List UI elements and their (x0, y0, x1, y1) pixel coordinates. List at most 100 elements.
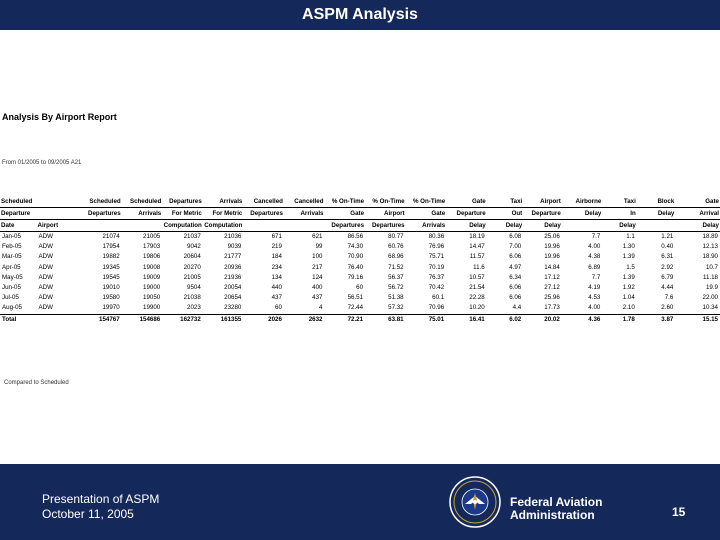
table-cell: 6.79 (661, 273, 674, 281)
table-cell: 16.41 (446, 313, 487, 325)
table-cell (36, 313, 82, 325)
table-cell: Aug-05 (2, 304, 22, 312)
table-cell: 21074 (102, 233, 120, 240)
table-cell: 1.78 (602, 313, 637, 325)
table-cell: 56.72 (388, 284, 404, 292)
table-cell: 19010 (102, 284, 120, 292)
table-cell: 1.30 (622, 243, 635, 251)
table-cell: 60.1 (432, 294, 445, 302)
table-cell: 23280 (224, 304, 242, 312)
total-row: Total 154767 154686 162732 161355 2026 2632 72.… (0, 313, 720, 325)
table-cell: 60.76 (388, 243, 404, 251)
table-cell: May-05 (2, 273, 23, 281)
table-cell: 18.19 (469, 233, 485, 240)
table-cell: 4.53 (588, 294, 601, 302)
table-cell: 11.18 (702, 273, 718, 281)
table-cell: 100 (312, 253, 323, 261)
column-header: Delay (657, 210, 675, 217)
table-cell: 19050 (143, 294, 161, 302)
column-header: Gate (471, 198, 486, 205)
table-cell: 60 (356, 284, 364, 292)
table-cell: 70.96 (428, 304, 445, 312)
table-cell: 161355 (202, 313, 244, 325)
table-cell: 72.44 (347, 304, 364, 312)
table-cell: 19970 (102, 304, 120, 312)
column-header (122, 220, 163, 232)
page-number: 15 (672, 505, 686, 519)
table-cell: 2.10 (622, 304, 635, 312)
table-cell: 9504 (187, 284, 201, 292)
column-header (37, 196, 82, 208)
column-header (637, 220, 676, 232)
table-cell: 6.31 (661, 253, 674, 261)
report-date-range: From 01/2005 to 09/2005 A21 (2, 160, 82, 166)
column-header: Scheduled (129, 198, 162, 205)
table-cell: 4.00 (588, 304, 601, 312)
table-cell: 0.40 (661, 243, 674, 251)
table-cell: 11.6 (473, 263, 485, 271)
table-cell: 71.52 (388, 263, 404, 271)
column-header: Departure (531, 210, 561, 217)
slide-title: ASPM Analysis (302, 6, 418, 23)
table-cell: 21936 (224, 273, 242, 281)
table-cell: 80.36 (428, 233, 445, 240)
table-cell: 440 (271, 284, 282, 292)
table-cell: 437 (312, 294, 323, 302)
table-cell: 4.36 (561, 313, 603, 325)
column-header: Airport (383, 210, 405, 217)
table-cell: 21777 (224, 253, 242, 261)
table-cell: 124 (312, 273, 323, 281)
table-cell: 19580 (102, 294, 120, 302)
column-header: Delay (619, 222, 636, 229)
airport-report-table: Scheduled Scheduled Scheduled Departures Arr… (0, 196, 720, 325)
table-cell: ADW (38, 253, 53, 261)
table-row: May-05 ADW 19545 19009 21005 21936 134 124 79.16… (0, 273, 720, 283)
table-cell: 68.96 (388, 253, 404, 261)
column-header: % On-Time (412, 198, 446, 205)
table-cell: 17.12 (544, 273, 560, 281)
faa-seal-icon (449, 476, 501, 528)
title-bar (0, 0, 720, 30)
table-cell: 99 (315, 243, 323, 251)
table-cell: 7.7 (591, 273, 601, 281)
table-cell: 21005 (183, 273, 201, 281)
column-header: Departure (456, 210, 486, 217)
column-header (243, 220, 284, 232)
table-cell: 74.30 (347, 243, 364, 251)
table-cell: 1.39 (622, 273, 635, 281)
table-cell: 1.5 (626, 263, 635, 271)
table-cell: 7.7 (591, 233, 601, 240)
table-cell: 19.9 (705, 284, 718, 292)
table-cell: 70.19 (428, 263, 445, 271)
column-header: Taxi (623, 198, 636, 205)
table-cell: 18.89 (702, 233, 718, 240)
table-cell: 1.1 (626, 233, 635, 240)
column-header (81, 220, 122, 232)
column-header: Departures (331, 222, 365, 229)
table-cell: 234 (271, 263, 282, 271)
table-cell: 72.21 (324, 313, 366, 325)
table-cell: 20604 (183, 253, 201, 261)
table-row: Aug-05 ADW 19970 19900 2023 23280 60 4 72.44 57.3… (0, 303, 720, 314)
table-row: Jun-05 ADW 19010 19000 9504 20054 440 400 60 56.7… (0, 283, 720, 293)
table-cell: 19345 (102, 263, 120, 271)
table-cell: 6.02 (486, 313, 524, 325)
table-cell: 10.57 (469, 273, 485, 281)
table-cell: 60 (275, 304, 282, 312)
table-cell: 6.06 (509, 253, 522, 261)
table-cell: ADW (38, 284, 53, 292)
column-header (562, 220, 603, 232)
column-header: For Metric (171, 210, 202, 217)
table-cell: 75.71 (428, 253, 445, 261)
column-header: Airport (540, 198, 561, 205)
header-row: Date Airport Computation Computation Departu… (0, 220, 720, 232)
column-header: For Metric (212, 210, 243, 217)
table-cell: 154767 (81, 313, 122, 325)
column-header: Date (1, 222, 15, 229)
table-row: Jul-05 ADW 19580 19050 21038 20654 437 437 56.51… (0, 293, 720, 303)
table-cell: 4 (319, 304, 323, 312)
table-cell: 6.06 (509, 294, 522, 302)
column-header: Departures (250, 210, 283, 217)
table-cell: 15.15 (675, 313, 720, 325)
table-cell: 21005 (143, 233, 161, 240)
